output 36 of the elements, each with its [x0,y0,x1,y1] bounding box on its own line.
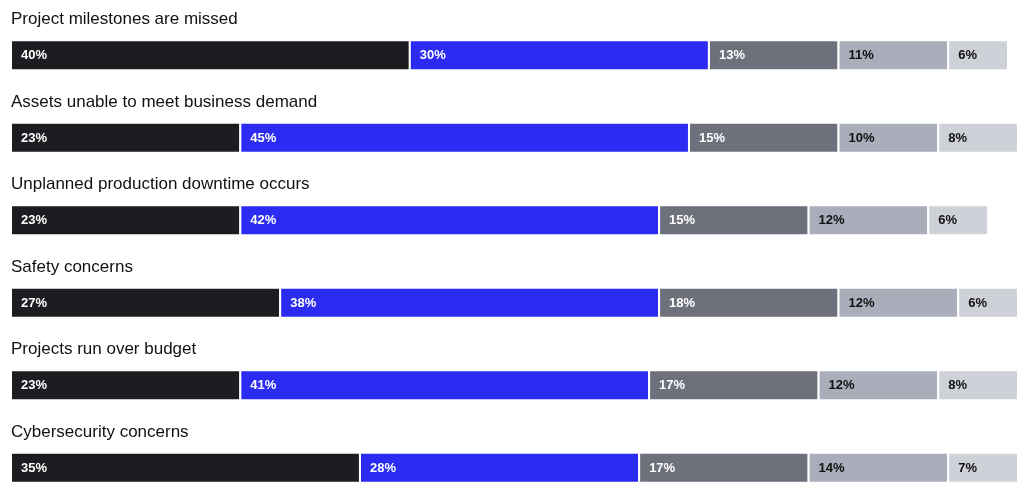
data-label: 23% [21,377,48,393]
data-label: 12% [848,294,875,310]
data-label: 11% [848,47,875,63]
data-label: 23% [21,129,48,145]
y-tick-label: Safety concerns [11,256,133,276]
y-tick-label: Cybersecurity concerns [11,421,189,441]
data-label: 7% [958,459,978,475]
y-tick-label: Projects run over budget [11,339,197,359]
data-label: 38% [290,294,317,310]
data-label: 40% [21,47,48,63]
data-label: 17% [649,459,676,475]
data-label: 28% [369,459,397,475]
y-tick-label: Unplanned production downtime occurs [11,174,310,194]
data-label: 8% [948,377,968,393]
data-label: 15% [669,212,696,228]
data-label: 23% [21,212,48,228]
data-label: 6% [968,294,988,310]
data-label: 42% [250,212,277,228]
data-label: 6% [958,47,978,63]
data-label: 27% [21,294,48,310]
data-label: 8% [948,129,968,145]
data-label: 12% [818,212,846,228]
data-label: 35% [21,459,48,475]
data-label: 14% [818,459,846,475]
data-label: 18% [669,294,696,310]
data-label: 15% [698,129,726,145]
data-label: 41% [250,377,277,393]
data-label: 13% [718,47,746,63]
y-tick-label: Assets unable to meet business demand [11,91,318,111]
data-label: 45% [250,129,277,145]
data-label: 6% [938,212,958,228]
y-tick-label: Project milestones are missed [11,9,238,29]
data-label: 30% [419,47,447,63]
data-label: 12% [828,377,856,393]
data-label: 10% [848,129,875,145]
data-label: 17% [659,377,686,393]
